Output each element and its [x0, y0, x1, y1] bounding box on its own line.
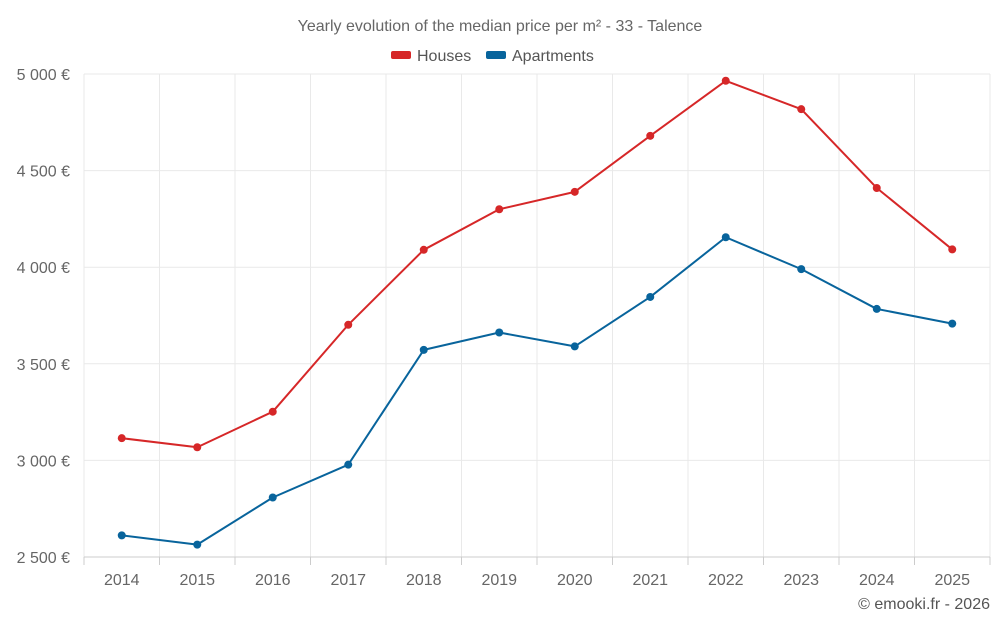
data-point-houses[interactable]	[344, 320, 353, 329]
grid	[83, 73, 991, 557]
credit-text: © emooki.fr - 2026	[858, 596, 990, 613]
x-tick-label: 2020	[557, 572, 593, 589]
data-point-apartments[interactable]	[570, 342, 579, 351]
x-tick-label: 2017	[330, 572, 366, 589]
data-point-houses[interactable]	[721, 76, 730, 85]
legend-swatch-apartments	[486, 51, 506, 59]
data-point-houses[interactable]	[193, 443, 202, 452]
x-tick-label: 2025	[934, 572, 970, 589]
y-tick-label: 4 500 €	[17, 164, 70, 181]
data-point-houses[interactable]	[117, 434, 126, 443]
x-tick-label: 2016	[255, 572, 291, 589]
legend-item-apartments[interactable]: Apartments	[486, 48, 594, 65]
series-line-houses	[120, 79, 954, 449]
data-point-apartments[interactable]	[721, 233, 730, 242]
series-line-apartments	[120, 236, 954, 546]
data-point-apartments[interactable]	[797, 265, 806, 274]
series-apartments	[117, 233, 957, 549]
data-point-apartments[interactable]	[419, 345, 428, 354]
series	[117, 76, 957, 549]
legend-item-houses[interactable]: Houses	[391, 48, 471, 65]
y-tick-label: 3 000 €	[17, 453, 70, 470]
chart-title: Yearly evolution of the median price per…	[298, 18, 703, 35]
x-tick-label: 2019	[481, 572, 517, 589]
x-tick-label: 2015	[179, 572, 215, 589]
data-point-houses[interactable]	[797, 105, 806, 114]
y-tick-label: 5 000 €	[17, 67, 70, 84]
y-tick-label: 4 000 €	[17, 260, 70, 277]
legend-swatch-houses	[391, 51, 411, 59]
data-point-apartments[interactable]	[646, 292, 655, 301]
x-tick-label: 2018	[406, 572, 442, 589]
data-point-houses[interactable]	[948, 245, 957, 254]
x-axis: 2014 2015 2016 2017 2018 2019 2020 2021 2022 2023…	[83, 556, 991, 589]
data-point-houses[interactable]	[646, 131, 655, 140]
data-point-apartments[interactable]	[872, 304, 881, 313]
legend-label-houses: Houses	[417, 48, 471, 65]
data-point-houses[interactable]	[419, 245, 428, 254]
data-point-houses[interactable]	[872, 183, 881, 192]
x-tick-label: 2021	[632, 572, 668, 589]
x-tick-label: 2014	[104, 572, 140, 589]
x-tick-label: 2022	[708, 572, 744, 589]
data-point-apartments[interactable]	[193, 540, 202, 549]
legend: Houses Apartments	[391, 48, 594, 65]
data-point-apartments[interactable]	[117, 531, 126, 540]
x-tick-label: 2023	[783, 572, 819, 589]
legend-label-apartments: Apartments	[512, 48, 594, 65]
y-tick-label: 2 500 €	[17, 550, 70, 567]
data-point-houses[interactable]	[495, 205, 504, 214]
x-tick-label: 2024	[859, 572, 895, 589]
data-point-houses[interactable]	[570, 187, 579, 196]
series-houses	[117, 76, 957, 452]
y-axis: 2 500 € 3 000 € 3 500 € 4 000 € 4 500 € 5 000…	[17, 67, 70, 567]
data-point-apartments[interactable]	[344, 460, 353, 469]
data-point-apartments[interactable]	[495, 328, 504, 337]
y-tick-label: 3 500 €	[17, 357, 70, 374]
data-point-apartments[interactable]	[948, 319, 957, 328]
data-point-apartments[interactable]	[268, 493, 277, 502]
data-point-houses[interactable]	[268, 407, 277, 416]
